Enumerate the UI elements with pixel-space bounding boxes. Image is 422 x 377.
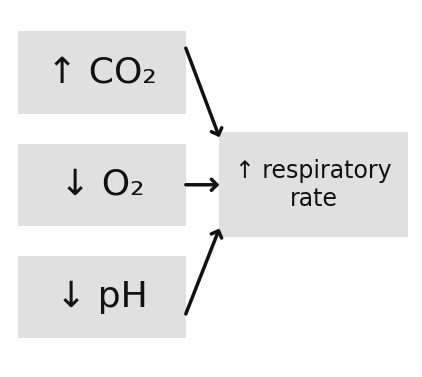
FancyBboxPatch shape (18, 256, 186, 338)
Text: ↑ respiratory
rate: ↑ respiratory rate (235, 159, 392, 211)
Text: ↓ O₂: ↓ O₂ (60, 168, 144, 202)
FancyBboxPatch shape (18, 31, 186, 113)
Text: ↑ CO₂: ↑ CO₂ (47, 55, 157, 89)
FancyBboxPatch shape (18, 144, 186, 226)
Text: ↓ pH: ↓ pH (56, 280, 148, 314)
FancyBboxPatch shape (219, 132, 408, 237)
